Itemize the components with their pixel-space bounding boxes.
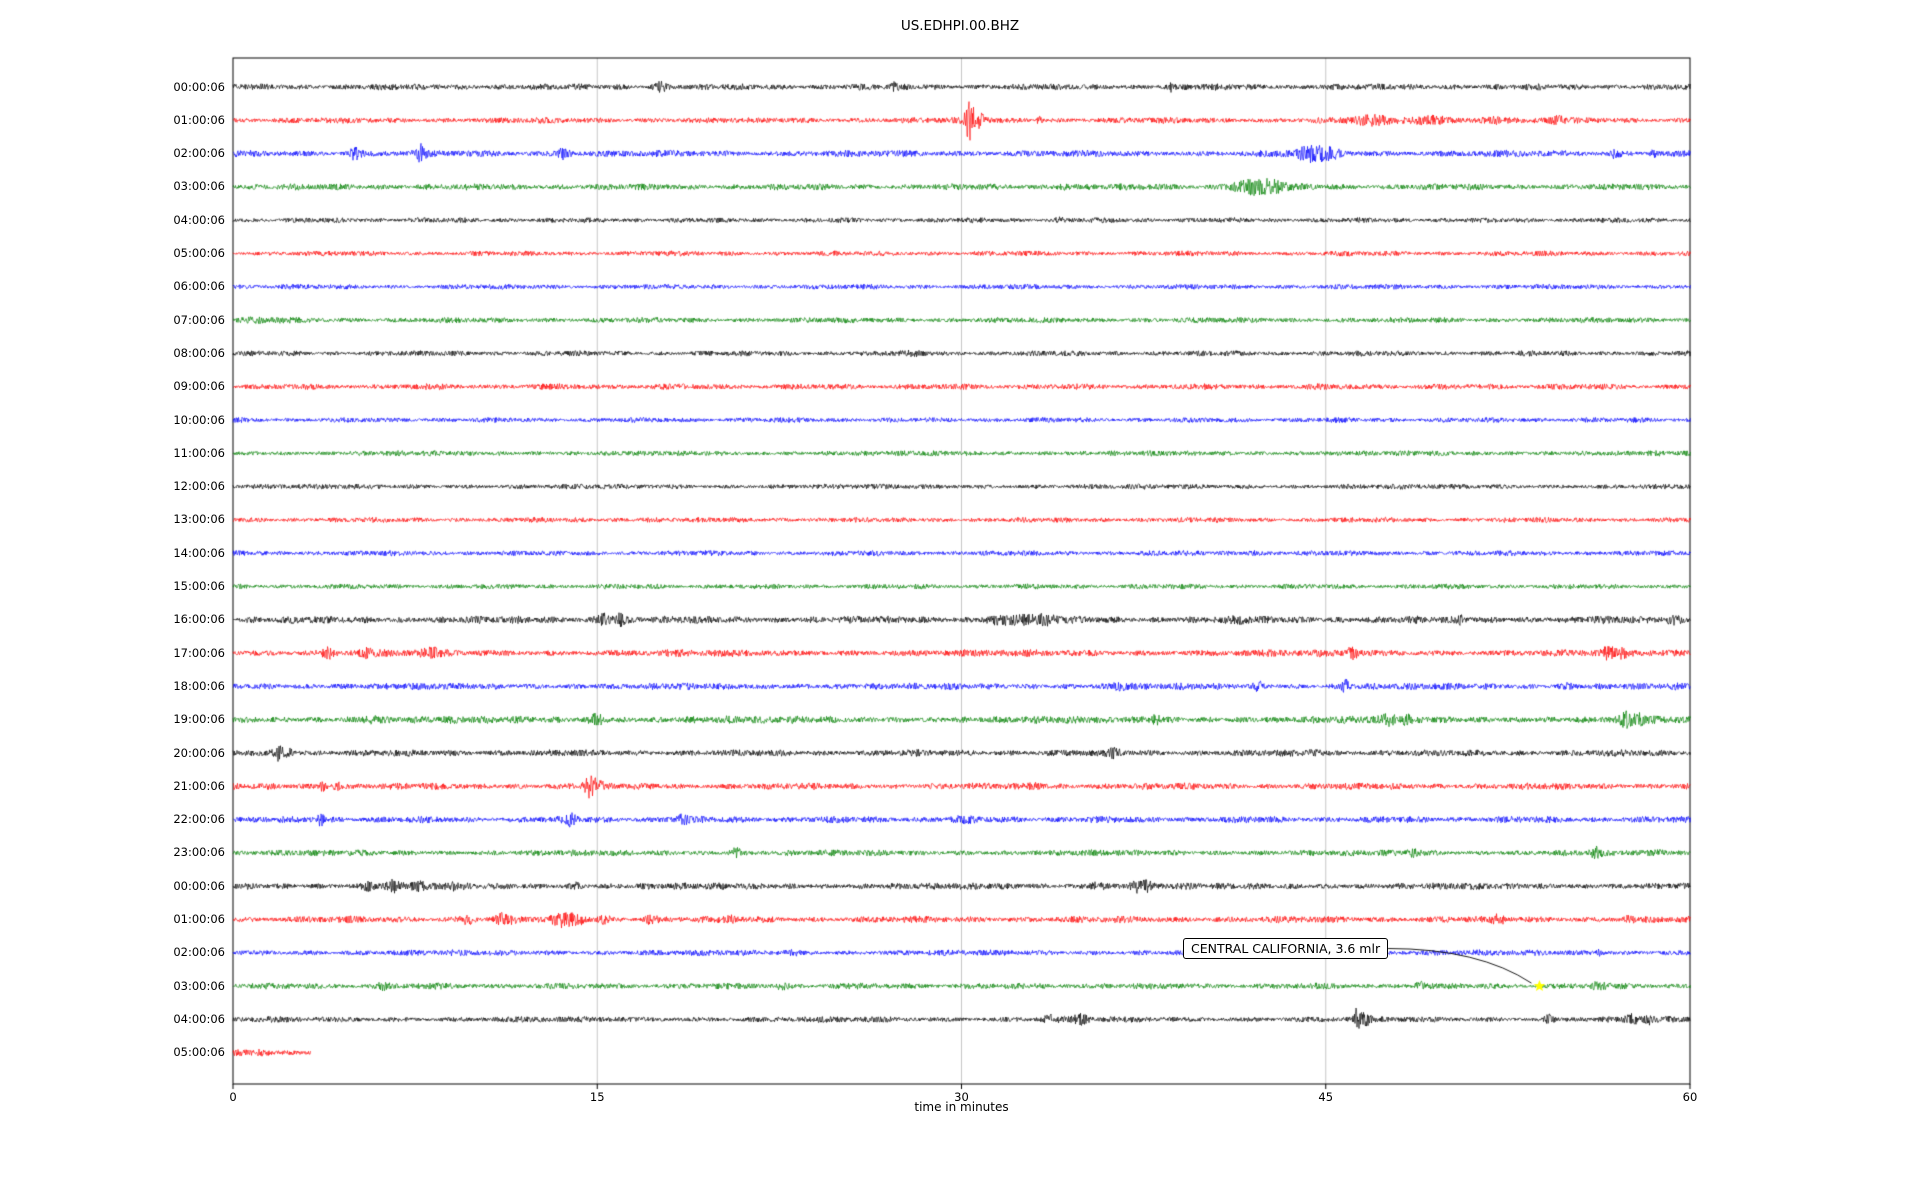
row-time-label: 04:00:06 xyxy=(173,1011,225,1026)
row-time-label: 01:00:06 xyxy=(173,112,225,127)
row-time-label: 05:00:06 xyxy=(173,1045,225,1060)
row-time-label: 14:00:06 xyxy=(173,545,225,560)
x-tick-label: 0 xyxy=(229,1090,237,1104)
row-time-label: 02:00:06 xyxy=(173,146,225,161)
x-tick-label: 30 xyxy=(954,1090,969,1104)
row-time-label: 19:00:06 xyxy=(173,712,225,727)
row-time-label: 00:00:06 xyxy=(173,79,225,94)
x-tick-label: 60 xyxy=(1682,1090,1698,1104)
row-time-label: 23:00:06 xyxy=(173,845,225,860)
row-time-label: 15:00:06 xyxy=(173,579,225,593)
row-time-label: 16:00:06 xyxy=(173,612,225,627)
row-time-label: 21:00:06 xyxy=(173,778,225,793)
row-time-label: 20:00:06 xyxy=(173,745,225,760)
row-time-label: 05:00:06 xyxy=(173,246,225,260)
row-time-label: 01:00:06 xyxy=(173,912,225,926)
event-annotation: CENTRAL CALIFORNIA, 3.6 mlr xyxy=(1183,938,1389,959)
row-time-label: 03:00:06 xyxy=(173,179,225,194)
x-tick-label: 15 xyxy=(589,1090,605,1104)
row-time-label: 02:00:06 xyxy=(173,945,225,960)
row-time-label: 10:00:06 xyxy=(173,412,225,427)
row-time-label: 09:00:06 xyxy=(173,379,225,394)
row-time-label: 12:00:06 xyxy=(173,479,225,494)
row-time-label: 04:00:06 xyxy=(173,212,225,227)
row-time-label: 00:00:06 xyxy=(173,878,225,893)
row-time-label: 06:00:06 xyxy=(173,279,225,294)
row-time-label: 07:00:06 xyxy=(173,312,225,327)
page-title: US.EDHPI.00.BHZ xyxy=(900,18,1020,34)
row-time-label: 13:00:06 xyxy=(173,512,225,527)
row-time-label: 03:00:06 xyxy=(173,978,225,993)
row-time-label: 22:00:06 xyxy=(173,812,225,827)
x-axis-label: time in minutes xyxy=(914,1100,1009,1114)
row-time-label: 17:00:06 xyxy=(173,645,225,660)
row-time-label: 18:00:06 xyxy=(173,678,225,693)
x-tick-label: 45 xyxy=(1318,1090,1334,1104)
row-time-label: 08:00:06 xyxy=(173,345,225,360)
row-time-label: 11:00:06 xyxy=(173,445,225,460)
